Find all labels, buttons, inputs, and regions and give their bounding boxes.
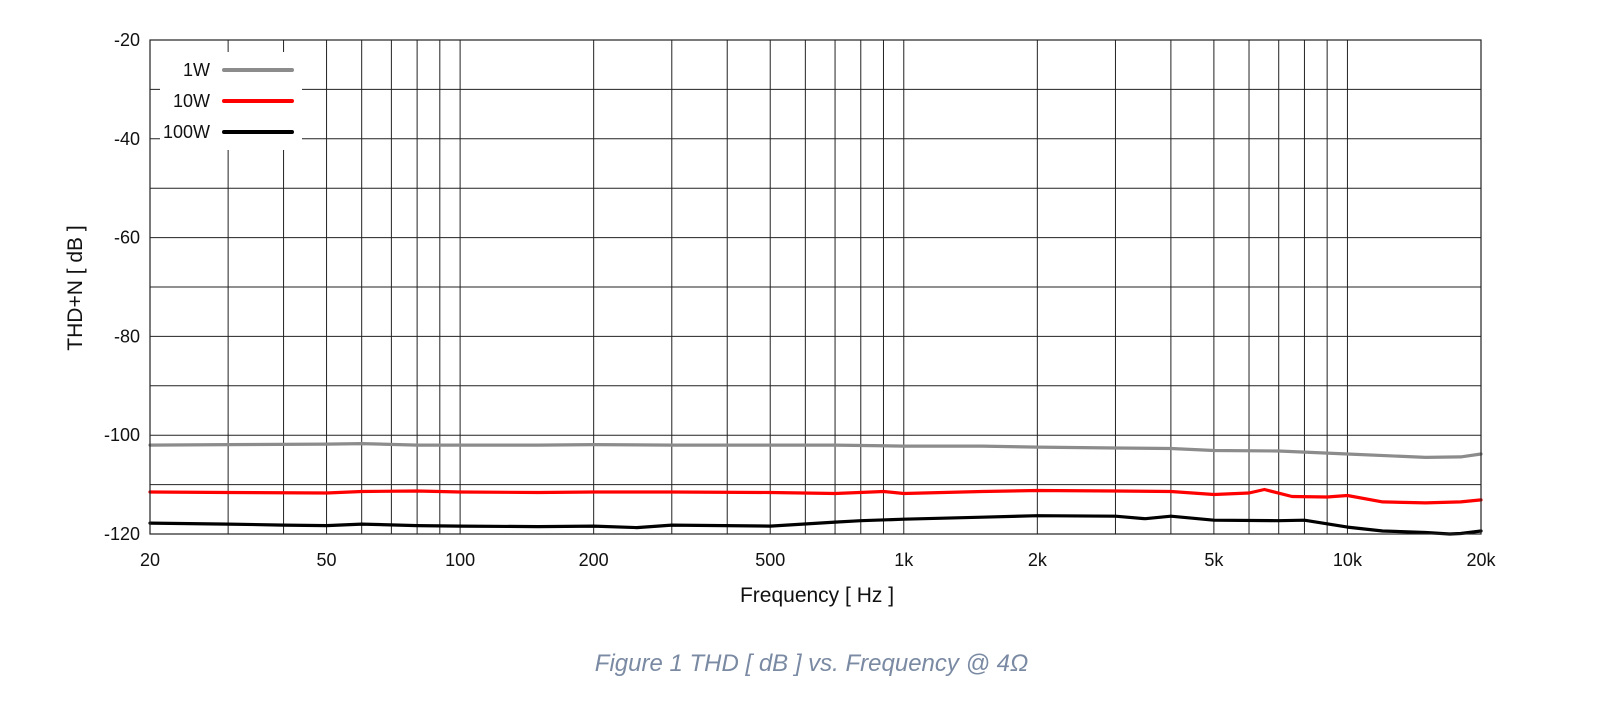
y-axis-label: THD+N [ dB ] <box>64 225 87 350</box>
thd-frequency-chart: -20 -40 -60 -80 -100 -120 20 50 100 200 500 1k 2k 5k… <box>64 30 1497 607</box>
x-tick-label: 100 <box>445 550 475 570</box>
series-line-10w <box>148 487 1483 505</box>
y-tick-label: -120 <box>104 524 140 544</box>
y-tick-label: -20 <box>114 30 140 50</box>
legend-label-100w: 100W <box>163 122 210 142</box>
figure-caption: Figure 1 THD [ dB ] vs. Frequency @ 4Ω <box>594 650 1029 677</box>
series-lines <box>148 442 1483 536</box>
series-line-1w <box>148 442 1483 459</box>
grid <box>149 39 1482 535</box>
legend-label-1w: 1W <box>183 60 210 80</box>
x-tick-labels: 20 50 100 200 500 1k 2k 5k 10k 20k <box>140 550 1497 570</box>
plot-border <box>149 39 1482 535</box>
legend-label-10w: 10W <box>173 91 210 111</box>
y-tick-label: -40 <box>114 129 140 149</box>
x-axis-label: Frequency [ Hz ] <box>740 584 894 607</box>
y-tick-labels: -20 -40 -60 -80 -100 -120 <box>104 30 140 544</box>
x-tick-label: 20 <box>140 550 160 570</box>
y-tick-label: -80 <box>114 326 140 346</box>
x-tick-label: 2k <box>1028 550 1048 570</box>
x-tick-label: 50 <box>317 550 337 570</box>
x-tick-label: 20k <box>1466 550 1496 570</box>
y-tick-label: -60 <box>114 228 140 248</box>
plot-frame <box>149 39 1482 535</box>
legend: 1W 10W 100W <box>160 52 302 150</box>
series-line-100w <box>148 514 1483 536</box>
x-tick-label: 10k <box>1333 550 1363 570</box>
x-tick-label: 5k <box>1204 550 1224 570</box>
x-tick-label: 500 <box>755 550 785 570</box>
x-tick-label: 200 <box>579 550 609 570</box>
x-tick-label: 1k <box>894 550 914 570</box>
y-tick-label: -100 <box>104 425 140 445</box>
